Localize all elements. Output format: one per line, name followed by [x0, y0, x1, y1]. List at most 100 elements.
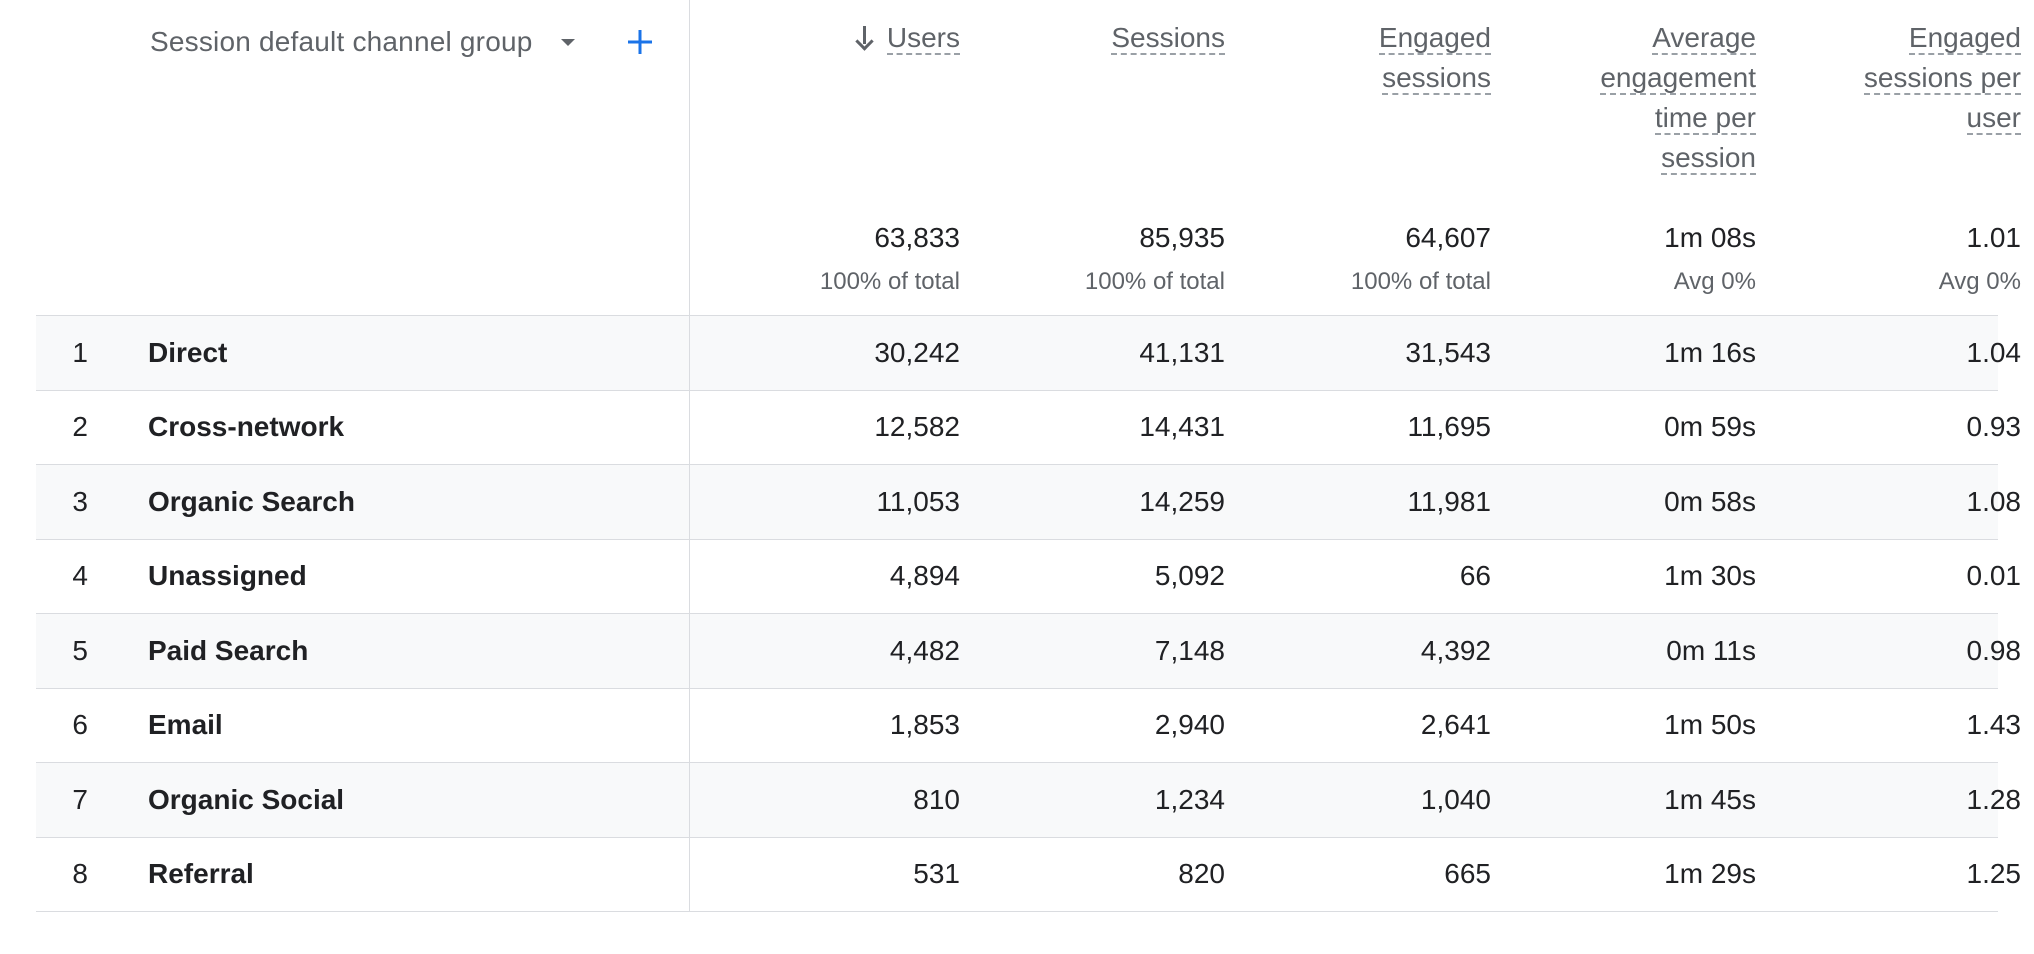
- row-engaged-per-user: 0.93: [1966, 411, 2022, 443]
- row-users: 810: [913, 783, 960, 815]
- table-row[interactable]: 3 Organic Search 11,053 14,259 11,981 0m…: [36, 465, 2021, 540]
- row-average-engagement-time: 1m 30s: [1664, 560, 1756, 592]
- table-row[interactable]: 6 Email 1,853 2,940 2,641 1m 50s 1.43: [36, 688, 2021, 763]
- column-label[interactable]: Users: [886, 22, 960, 55]
- row-dimension-cell: 7 Organic Social: [36, 763, 690, 837]
- total-engaged-per-user: 1.01: [1966, 222, 2022, 253]
- total-average-engagement-time: 1m 08s: [1664, 222, 1756, 253]
- column-label[interactable]: engagement: [1600, 62, 1756, 95]
- row-engaged-sessions: 66: [1459, 560, 1491, 592]
- total-average-engagement-avg: Avg 0%: [1673, 268, 1756, 295]
- column-header-sessions[interactable]: Sessions: [985, 18, 1225, 58]
- row-engaged-sessions: 11,695: [1407, 411, 1491, 443]
- row-dimension-cell: 4 Unassigned: [36, 539, 690, 613]
- column-header-engaged-sessions-per-user[interactable]: Engaged sessions per user: [1781, 18, 2021, 138]
- row-index: 3: [72, 485, 88, 517]
- column-header-engaged-sessions[interactable]: Engaged sessions: [1251, 18, 1491, 98]
- dimension-selector[interactable]: Session default channel group: [150, 22, 575, 62]
- column-header-users[interactable]: Users: [720, 18, 960, 58]
- row-channel-name[interactable]: Organic Social: [148, 783, 345, 815]
- row-dimension-cell: 5 Paid Search: [36, 614, 690, 688]
- row-average-engagement-time: 1m 29s: [1664, 858, 1756, 890]
- row-index: 4: [72, 560, 88, 592]
- column-label[interactable]: sessions per: [1863, 62, 2021, 95]
- row-users: 4,894: [889, 560, 960, 592]
- row-engaged-sessions: 31,543: [1405, 336, 1491, 368]
- row-channel-name[interactable]: Email: [148, 709, 223, 741]
- row-average-engagement-time: 1m 16s: [1664, 336, 1756, 368]
- row-dimension-cell: 8 Referral: [36, 837, 690, 911]
- sort-descending-arrow-icon[interactable]: [855, 26, 875, 50]
- row-engaged-sessions: 2,641: [1420, 709, 1491, 741]
- row-engaged-per-user: 1.43: [1966, 709, 2022, 741]
- row-average-engagement-time: 0m 11s: [1666, 634, 1756, 666]
- table-row[interactable]: 2 Cross-network 12,582 14,431 11,695 0m …: [36, 390, 2021, 465]
- row-engaged-per-user: 0.01: [1966, 560, 2022, 592]
- column-label[interactable]: Engaged: [1378, 22, 1491, 55]
- row-index: 5: [72, 634, 88, 666]
- row-dimension-cell: 3 Organic Search: [36, 465, 690, 539]
- row-engaged-per-user: 1.04: [1966, 336, 2022, 368]
- table-row[interactable]: 4 Unassigned 4,894 5,092 66 1m 30s 0.01: [36, 539, 2021, 614]
- row-sessions: 7,148: [1154, 634, 1225, 666]
- row-sessions: 820: [1178, 858, 1225, 890]
- total-engaged-percent: 100% of total: [1350, 268, 1491, 295]
- total-sessions-percent: 100% of total: [1084, 268, 1225, 295]
- column-label[interactable]: session: [1661, 142, 1756, 175]
- row-sessions: 41,131: [1139, 336, 1225, 368]
- row-channel-name[interactable]: Direct: [148, 336, 228, 368]
- table-row[interactable]: 1 Direct 30,242 41,131 31,543 1m 16s 1.0…: [36, 316, 2021, 391]
- column-label[interactable]: time per: [1654, 102, 1756, 135]
- row-channel-name[interactable]: Organic Search: [148, 485, 355, 517]
- row-engaged-sessions: 4,392: [1420, 634, 1491, 666]
- row-sessions: 14,259: [1139, 485, 1225, 517]
- row-channel-name[interactable]: Cross-network: [148, 411, 345, 443]
- row-channel-name[interactable]: Unassigned: [148, 560, 307, 592]
- row-users: 11,053: [876, 485, 960, 517]
- total-users: 63,833: [874, 222, 960, 253]
- column-label[interactable]: Engaged: [1908, 22, 2021, 55]
- row-dimension-cell: 2 Cross-network: [36, 390, 690, 464]
- table-body: 1 Direct 30,242 41,131 31,543 1m 16s 1.0…: [36, 316, 2021, 912]
- row-average-engagement-time: 0m 58s: [1664, 485, 1756, 517]
- row-sessions: 5,092: [1154, 560, 1225, 592]
- table-row[interactable]: 7 Organic Social 810 1,234 1,040 1m 45s …: [36, 763, 2021, 838]
- column-header-average-engagement-time[interactable]: Average engagement time per session: [1516, 18, 1756, 178]
- row-sessions: 2,940: [1154, 709, 1225, 741]
- column-label[interactable]: Sessions: [1111, 22, 1225, 55]
- row-users: 12,582: [874, 411, 960, 443]
- table-row[interactable]: 8 Referral 531 820 665 1m 29s 1.25: [36, 837, 2021, 912]
- row-channel-name[interactable]: Referral: [148, 858, 254, 890]
- column-label[interactable]: sessions: [1382, 62, 1491, 95]
- caret-down-icon[interactable]: [560, 38, 575, 46]
- row-engaged-sessions: 1,040: [1420, 783, 1491, 815]
- row-index: 2: [72, 411, 88, 443]
- dimension-header: Session default channel group: [36, 0, 690, 316]
- total-engaged-sessions: 64,607: [1405, 222, 1491, 253]
- row-average-engagement-time: 1m 50s: [1664, 709, 1756, 741]
- row-average-engagement-time: 1m 45s: [1664, 783, 1756, 815]
- row-index: 1: [72, 336, 88, 368]
- row-sessions: 14,431: [1139, 411, 1225, 443]
- add-dimension-plus-icon[interactable]: [620, 22, 660, 62]
- column-label[interactable]: user: [1966, 102, 2021, 135]
- total-users-percent: 100% of total: [819, 268, 960, 295]
- row-users: 30,242: [874, 336, 960, 368]
- row-channel-name[interactable]: Paid Search: [148, 634, 309, 666]
- row-index: 7: [72, 783, 88, 815]
- table-row[interactable]: 5 Paid Search 4,482 7,148 4,392 0m 11s 0…: [36, 614, 2021, 689]
- row-engaged-per-user: 1.08: [1966, 485, 2022, 517]
- row-sessions: 1,234: [1154, 783, 1225, 815]
- row-index: 8: [72, 858, 88, 890]
- report-table: Session default channel group Users Sess…: [36, 0, 2021, 912]
- row-users: 531: [913, 858, 960, 890]
- total-engaged-per-user-avg: Avg 0%: [1938, 268, 2021, 295]
- dimension-label[interactable]: Session default channel group: [150, 26, 533, 57]
- table-header: Session default channel group Users Sess…: [36, 0, 2021, 316]
- row-dimension-cell: 6 Email: [36, 688, 690, 762]
- row-engaged-per-user: 1.25: [1966, 858, 2022, 890]
- column-label[interactable]: Average: [1652, 22, 1756, 55]
- row-users: 1,853: [889, 709, 960, 741]
- row-average-engagement-time: 0m 59s: [1664, 411, 1756, 443]
- row-dimension-cell: 1 Direct: [36, 316, 690, 390]
